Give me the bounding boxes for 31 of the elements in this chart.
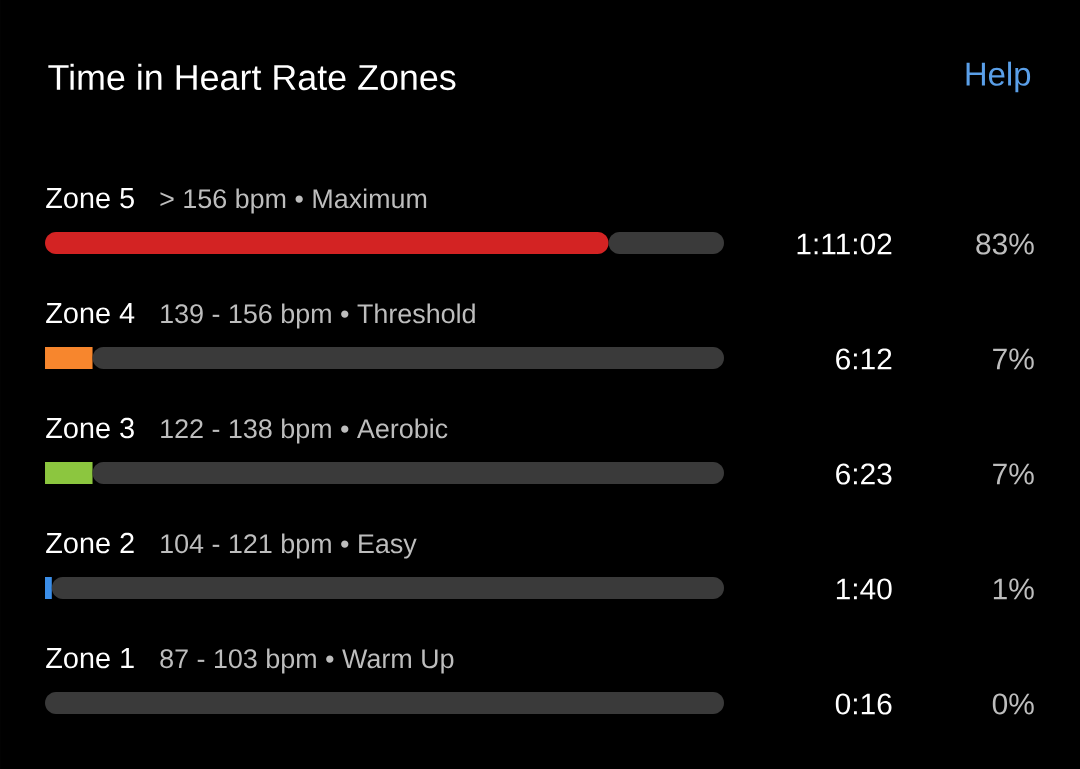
text: 1:11:02 <box>797 233 892 255</box>
bar <box>45 231 609 254</box>
data-label: 7% <box>993 463 1034 485</box>
annotation: 139 - 156 bpm • Threshold <box>161 303 475 329</box>
text: 1:40 <box>836 578 892 600</box>
bar <box>608 231 725 254</box>
bar <box>45 576 52 599</box>
annotation: 104 - 121 bpm • Easy <box>161 533 417 559</box>
data-label: 7% <box>993 348 1034 370</box>
text: Help <box>966 61 1031 93</box>
data-label: 0% <box>992 693 1034 715</box>
y-tick-label: Zone 3 <box>46 417 134 439</box>
annotation: 122 - 138 bpm • Aerobic <box>161 418 448 444</box>
bar <box>92 461 725 484</box>
y-tick-label: Zone 4 <box>46 303 135 324</box>
text: 6:12 <box>836 348 892 370</box>
bar <box>92 346 725 369</box>
y-tick-label: Zone 5 <box>46 188 134 209</box>
annotation: > 156 bpm • Maximum <box>160 188 427 214</box>
bar <box>45 461 93 484</box>
bar <box>45 691 725 714</box>
y-tick-label: Zone 2 <box>46 532 134 554</box>
annotation: 87 - 103 bpm • Warm Up <box>160 648 454 674</box>
bar <box>45 346 93 369</box>
data-label: 1% <box>993 578 1034 600</box>
text: 6:23 <box>836 463 892 485</box>
data-label: 83% <box>976 233 1034 255</box>
text: 0:16 <box>835 693 892 715</box>
chart-title: Time in Heart Rate Zones <box>48 63 456 91</box>
y-tick-label: Zone 1 <box>46 648 134 669</box>
bar <box>51 576 725 599</box>
